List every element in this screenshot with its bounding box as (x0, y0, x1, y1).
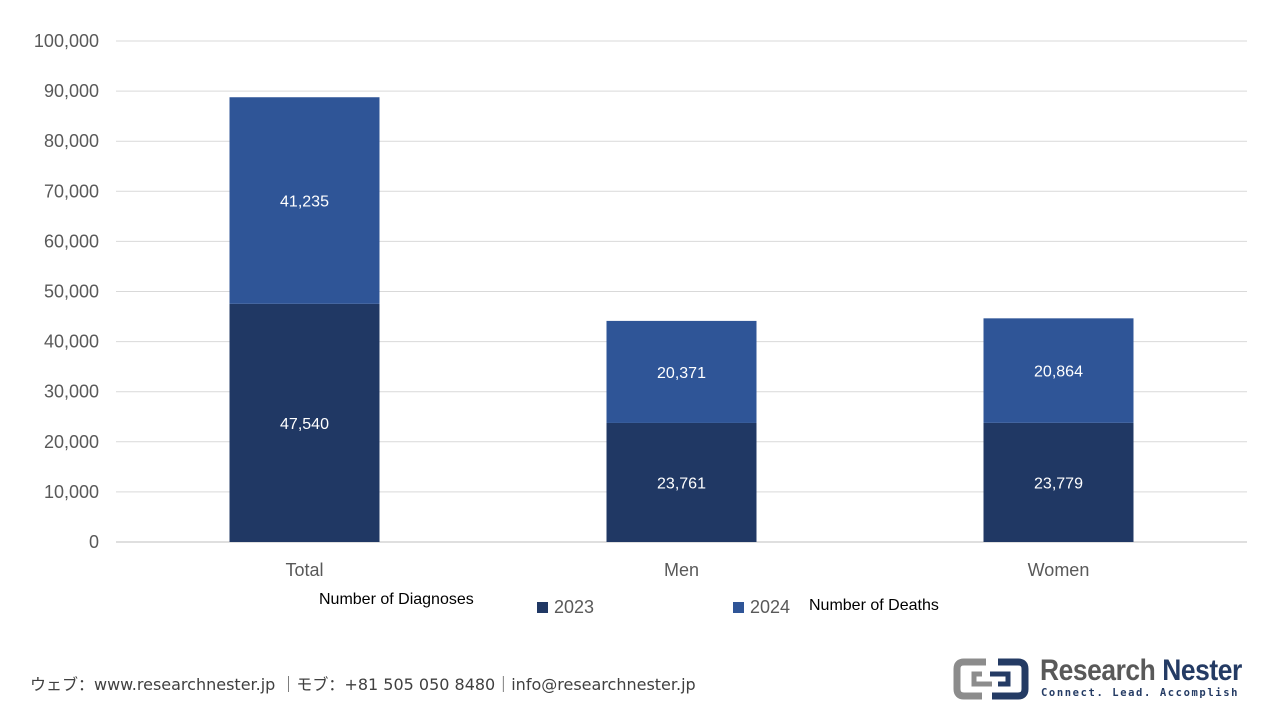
data-label-women-2023: 23,779 (1034, 475, 1083, 492)
data-label-women-2024: 20,864 (1034, 364, 1083, 381)
legend-item-2024: 2024 (733, 597, 790, 618)
stacked-bar-chart: 0 10,000 20,000 30,000 40,000 50,000 60,000 70,… (34, 31, 1247, 580)
y-tick-label: 90,000 (44, 81, 99, 101)
bar-women-2023 (983, 422, 1134, 542)
y-tick-label: 80,000 (44, 131, 99, 151)
logo-tagline: Connect. Lead. Accomplish (1041, 687, 1240, 699)
legend: Number of Diagnoses 2023 2024 Number of … (0, 590, 1280, 622)
legend-label-2024: 2024 (750, 597, 791, 617)
y-tick-label: 0 (89, 532, 99, 552)
bar-men-2024 (606, 320, 757, 423)
bar-total-2023 (229, 303, 380, 542)
bar-women-2024 (983, 318, 1134, 423)
logo-name-nester: Nester (1162, 654, 1242, 687)
legend-note-diagnoses: Number of Diagnoses (319, 591, 474, 608)
x-tick-label-total: Total (285, 560, 323, 580)
y-tick-label: 50,000 (44, 282, 99, 302)
legend-swatch-2024 (733, 602, 744, 613)
research-nester-logo: Research Nester Connect. Lead. Accomplis… (952, 654, 1262, 704)
y-tick-label: 60,000 (44, 231, 99, 251)
logo-name-research: Research (1040, 654, 1156, 687)
y-tick-label: 40,000 (44, 332, 99, 352)
y-axis-ticks: 0 10,000 20,000 30,000 40,000 50,000 60,000 70,… (34, 31, 99, 552)
logo-mark-icon (953, 658, 1029, 700)
data-label-total-2023: 47,540 (280, 416, 329, 433)
bars: 47,540 41,235 23,761 20,371 23,779 20,864 (229, 97, 1134, 542)
footer-contact: ウェブ：www.researchnester.jp ｜モブ：+81 505 05… (30, 675, 696, 694)
legend-label-2023: 2023 (554, 597, 595, 617)
y-tick-label: 20,000 (44, 432, 99, 452)
data-label-men-2023: 23,761 (657, 475, 706, 492)
x-axis-labels: Total Men Women (285, 560, 1089, 580)
legend-swatch-2023 (537, 602, 548, 613)
logo-wordmark: Research Nester (1040, 654, 1242, 688)
y-tick-label: 10,000 (44, 482, 99, 502)
data-label-total-2024: 41,235 (280, 194, 329, 211)
y-tick-label: 70,000 (44, 181, 99, 201)
y-tick-label: 100,000 (34, 31, 99, 51)
bar-total-2024 (229, 97, 380, 304)
legend-item-2023: 2023 (537, 597, 594, 618)
x-tick-label-men: Men (664, 560, 699, 580)
bar-men-2023 (606, 422, 757, 542)
legend-note-deaths: Number of Deaths (809, 597, 939, 614)
y-tick-label: 30,000 (44, 382, 99, 402)
data-label-men-2024: 20,371 (657, 365, 706, 382)
x-tick-label-women: Women (1028, 560, 1090, 580)
